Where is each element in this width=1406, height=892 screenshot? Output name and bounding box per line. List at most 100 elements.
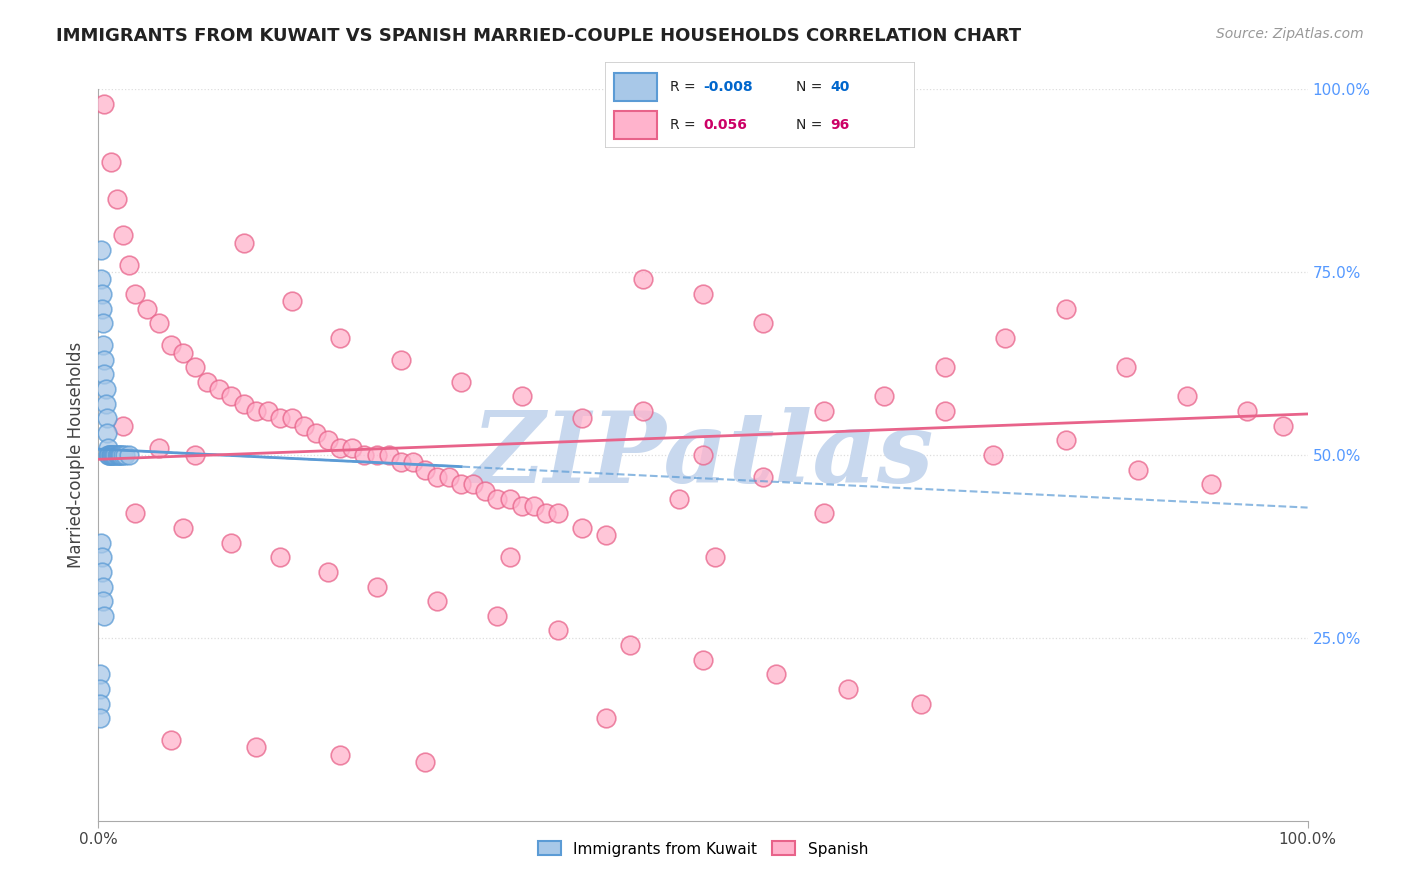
Point	[256, 404, 278, 418]
Point	[281, 294, 304, 309]
Point	[486, 491, 509, 506]
Point	[100, 448, 122, 462]
Point	[97, 448, 120, 462]
Point	[90, 272, 112, 286]
Point	[100, 448, 122, 462]
Point	[108, 448, 131, 462]
Point	[619, 638, 641, 652]
Point	[366, 448, 388, 462]
Point	[98, 448, 121, 462]
Point	[413, 755, 436, 769]
Point	[111, 228, 134, 243]
Point	[329, 747, 352, 762]
Point	[1054, 434, 1077, 448]
Point	[160, 338, 183, 352]
Point	[292, 418, 315, 433]
Point	[329, 441, 352, 455]
Text: 0.056: 0.056	[703, 118, 748, 132]
Point	[1272, 418, 1295, 433]
Text: 40: 40	[831, 79, 849, 94]
Point	[89, 667, 111, 681]
Point	[90, 535, 112, 549]
Point	[148, 316, 170, 330]
Point	[389, 455, 412, 469]
Point	[93, 96, 115, 111]
Point	[426, 594, 449, 608]
Text: Source: ZipAtlas.com: Source: ZipAtlas.com	[1216, 27, 1364, 41]
Point	[91, 550, 114, 565]
Point	[96, 411, 118, 425]
Point	[813, 404, 835, 418]
Point	[342, 441, 364, 455]
Text: R =: R =	[669, 118, 704, 132]
Point	[91, 287, 114, 301]
Point	[994, 331, 1017, 345]
Point	[245, 740, 267, 755]
Point	[813, 507, 835, 521]
Point	[752, 470, 775, 484]
Point	[486, 608, 509, 623]
Point	[547, 624, 569, 638]
Point	[90, 243, 112, 257]
Point	[1236, 404, 1258, 418]
Point	[692, 287, 714, 301]
Point	[91, 565, 114, 579]
Point	[437, 470, 460, 484]
Point	[94, 382, 117, 396]
Point	[111, 418, 134, 433]
Point	[547, 507, 569, 521]
Point	[105, 192, 128, 206]
Point	[377, 448, 399, 462]
Point	[135, 301, 157, 316]
Point	[221, 535, 243, 549]
Point	[1199, 477, 1222, 491]
Point	[94, 397, 117, 411]
Point	[981, 448, 1004, 462]
Point	[474, 484, 496, 499]
Point	[329, 331, 352, 345]
Point	[184, 448, 207, 462]
Point	[316, 434, 339, 448]
Point	[571, 521, 593, 535]
Point	[111, 448, 134, 462]
Point	[1054, 301, 1077, 316]
Point	[704, 550, 727, 565]
Point	[93, 368, 115, 382]
Point	[631, 404, 654, 418]
Point	[100, 155, 122, 169]
Point	[837, 681, 859, 696]
Text: ZIPatlas: ZIPatlas	[472, 407, 934, 503]
Point	[110, 448, 132, 462]
Point	[114, 448, 136, 462]
Point	[108, 448, 131, 462]
Bar	[614, 111, 657, 139]
Point	[91, 580, 114, 594]
Point	[107, 448, 129, 462]
Point	[1128, 462, 1150, 476]
Point	[105, 448, 128, 462]
Point	[316, 565, 339, 579]
Point	[389, 352, 412, 367]
Point	[631, 272, 654, 286]
Point	[498, 491, 520, 506]
Point	[89, 697, 111, 711]
Point	[269, 411, 291, 425]
Text: IMMIGRANTS FROM KUWAIT VS SPANISH MARRIED-COUPLE HOUSEHOLDS CORRELATION CHART: IMMIGRANTS FROM KUWAIT VS SPANISH MARRIE…	[56, 27, 1021, 45]
Point	[498, 550, 520, 565]
Bar	[614, 72, 657, 101]
Point	[103, 448, 125, 462]
Text: N =: N =	[796, 79, 827, 94]
Point	[98, 448, 121, 462]
Point	[934, 360, 956, 375]
Text: 96: 96	[831, 118, 849, 132]
Point	[184, 360, 207, 375]
Point	[91, 316, 114, 330]
Point	[534, 507, 557, 521]
Point	[353, 448, 375, 462]
Point	[571, 411, 593, 425]
Point	[595, 528, 617, 542]
Point	[89, 711, 111, 725]
Point	[450, 375, 472, 389]
Point	[104, 448, 127, 462]
Legend: Immigrants from Kuwait, Spanish: Immigrants from Kuwait, Spanish	[530, 834, 876, 864]
